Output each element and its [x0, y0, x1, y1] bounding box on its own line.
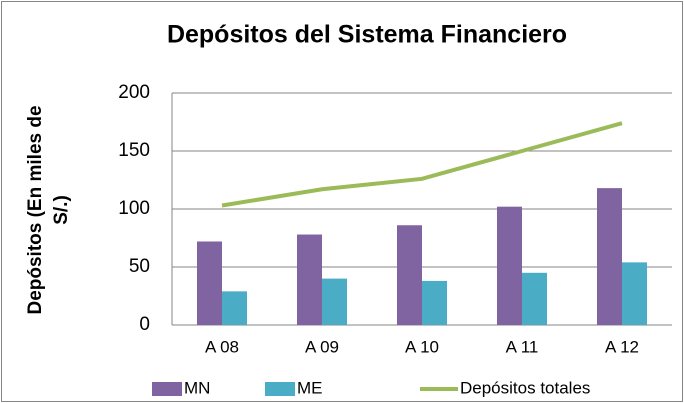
bar [422, 280, 447, 325]
bar [197, 241, 222, 325]
x-tick-label: A 09 [305, 337, 339, 356]
line [221, 121, 623, 208]
x-tick-label: A 12 [605, 337, 639, 356]
bar [222, 291, 247, 325]
y-tick-label: 100 [118, 198, 150, 219]
chart-title: Depósitos del Sistema Financiero [167, 21, 567, 49]
bar [597, 188, 622, 325]
bar [397, 225, 422, 325]
y-axis-title-line: Depósitos (En miles de [25, 105, 46, 314]
y-axis-title: Depósitos (En miles de S/.) [25, 105, 72, 314]
bar [297, 234, 322, 325]
bar [522, 272, 547, 325]
bar [322, 278, 347, 325]
x-tick-label: A 08 [205, 337, 239, 356]
y-axis-title-line: S/.) [51, 195, 72, 225]
legend-label: MN [184, 378, 210, 397]
legend-label: ME [297, 378, 323, 397]
y-tick-label: 200 [118, 82, 150, 103]
legend-swatch [265, 382, 295, 396]
y-tick-label: 0 [139, 314, 150, 335]
legend-label: Depósitos totales [460, 378, 590, 397]
legend-swatch [152, 382, 182, 396]
x-tick-label: A 10 [405, 337, 439, 356]
x-tick-label: A 11 [506, 337, 539, 356]
y-tick-label: 150 [118, 140, 150, 161]
y-tick-label: 50 [129, 256, 150, 277]
bar [497, 206, 522, 325]
bar [622, 262, 647, 325]
